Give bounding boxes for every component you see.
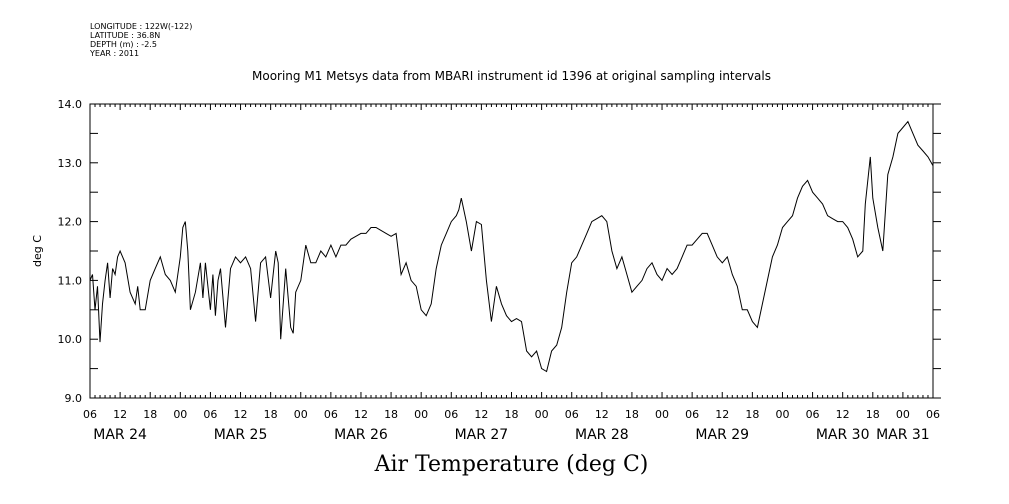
x-tick-label: 12 — [715, 408, 729, 421]
x-tick-label: 12 — [354, 408, 368, 421]
y-tick-label: 10.0 — [58, 333, 83, 346]
day-label: MAR 27 — [455, 427, 509, 443]
x-tick-label: 06 — [324, 408, 338, 421]
x-tick-label: 00 — [414, 408, 428, 421]
axis-ticks — [89, 103, 941, 399]
x-tick-label: 06 — [444, 408, 458, 421]
x-tick-label: 00 — [173, 408, 187, 421]
x-tick-label: 12 — [474, 408, 488, 421]
day-label: MAR 25 — [214, 427, 268, 443]
x-tick-label: 00 — [775, 408, 789, 421]
day-labels: MAR 24 MAR 25 MAR 26 MAR 27 MAR 28 MAR 29 MAR … — [93, 427, 929, 443]
x-tick-label: 06 — [926, 408, 940, 421]
longitude-text: LONGITUDE : 122W(-122) — [90, 22, 193, 31]
y-tick-label: 13.0 — [58, 157, 83, 170]
x-tick-label: 06 — [806, 408, 820, 421]
x-tick-label: 00 — [655, 408, 669, 421]
year-text: YEAR : 2011 — [90, 49, 140, 58]
x-tick-label: 00 — [294, 408, 308, 421]
day-label: MAR 29 — [695, 427, 749, 443]
depth-text: DEPTH (m) : -2.5 — [90, 40, 157, 49]
y-tick-label: 11.0 — [58, 274, 83, 287]
x-tick-label: 18 — [264, 408, 278, 421]
metadata-block: LONGITUDE : 122W(-122) LATITUDE : 36.8N … — [90, 22, 192, 58]
y-axis-label: deg C — [31, 235, 44, 267]
x-tick-label: 18 — [384, 408, 398, 421]
series-line — [89, 120, 934, 373]
x-tick-label: 18 — [143, 408, 157, 421]
day-label: MAR 24 — [93, 427, 147, 443]
latitude-text: LATITUDE : 36.8N — [90, 31, 161, 40]
x-tick-label: 00 — [896, 408, 910, 421]
x-tick-label: 06 — [83, 408, 97, 421]
x-tick-label: 12 — [113, 408, 127, 421]
y-tick-label: 14.0 — [58, 98, 83, 111]
plot-frame — [89, 103, 934, 399]
x-tick-label: 06 — [203, 408, 217, 421]
day-label: MAR 31 — [876, 427, 930, 443]
x-tick-label: 18 — [625, 408, 639, 421]
x-tick-label: 18 — [866, 408, 880, 421]
day-label: MAR 26 — [334, 427, 388, 443]
day-label: MAR 30 — [816, 427, 870, 443]
chart-title: Mooring M1 Metsys data from MBARI instru… — [252, 69, 771, 83]
x-tick-label: 06 — [685, 408, 699, 421]
y-tick-labels: 9.0 10.0 11.0 12.0 13.0 14.0 — [58, 98, 83, 405]
x-tick-label: 18 — [745, 408, 759, 421]
x-tick-label: 12 — [595, 408, 609, 421]
y-tick-label: 9.0 — [65, 392, 83, 405]
x-tick-labels: 06 12 18 00 06 12 18 00 06 12 18 00 06 12 18 00 06 12 18 00… — [83, 408, 940, 421]
y-tick-label: 12.0 — [58, 216, 83, 229]
x-tick-label: 12 — [234, 408, 248, 421]
x-tick-label: 18 — [505, 408, 519, 421]
day-label: MAR 28 — [575, 427, 629, 443]
x-axis-label: Air Temperature (deg C) — [374, 452, 649, 477]
x-tick-label: 00 — [535, 408, 549, 421]
x-tick-label: 12 — [836, 408, 850, 421]
x-tick-label: 06 — [565, 408, 579, 421]
